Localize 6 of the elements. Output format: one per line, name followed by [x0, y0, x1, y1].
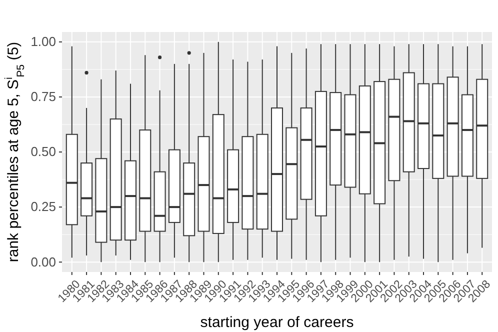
y-tick-label: 0.00 — [30, 254, 56, 270]
x-axis-title: starting year of careers — [200, 314, 354, 331]
y-tick-label: 0.25 — [30, 199, 56, 214]
y-tick-label: 0.75 — [30, 89, 56, 104]
y-tick-label: 0.50 — [30, 144, 56, 160]
y-tick-label: 1.00 — [30, 34, 56, 50]
